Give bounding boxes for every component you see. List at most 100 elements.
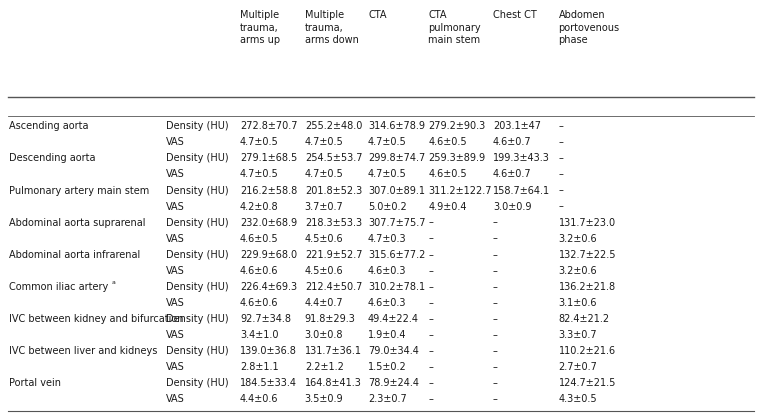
Text: IVC between kidney and bifurcation: IVC between kidney and bifurcation — [9, 314, 184, 324]
Text: 203.1±47: 203.1±47 — [493, 121, 541, 131]
Text: 2.8±1.1: 2.8±1.1 — [240, 362, 279, 372]
Text: 4.6±0.5: 4.6±0.5 — [428, 137, 467, 147]
Text: 4.6±0.5: 4.6±0.5 — [428, 169, 467, 179]
Text: Multiple
trauma,
arms down: Multiple trauma, arms down — [305, 10, 359, 45]
Text: –: – — [428, 314, 433, 324]
Text: 4.6±0.6: 4.6±0.6 — [240, 266, 279, 276]
Text: –: – — [493, 346, 498, 356]
Text: –: – — [428, 249, 433, 260]
Text: 3.5±0.9: 3.5±0.9 — [305, 394, 344, 404]
Text: 4.9±0.4: 4.9±0.4 — [428, 202, 467, 212]
Text: 2.7±0.7: 2.7±0.7 — [559, 362, 597, 372]
Text: VAS: VAS — [166, 137, 185, 147]
Text: 311.2±122.7: 311.2±122.7 — [428, 186, 491, 195]
Text: 199.3±43.3: 199.3±43.3 — [493, 153, 550, 163]
Text: Density (HU): Density (HU) — [166, 121, 229, 131]
Text: 4.7±0.5: 4.7±0.5 — [240, 169, 279, 179]
Text: 212.4±50.7: 212.4±50.7 — [305, 282, 362, 291]
Text: –: – — [493, 314, 498, 324]
Text: –: – — [428, 394, 433, 404]
Text: Ascending aorta: Ascending aorta — [9, 121, 88, 131]
Text: 3.1±0.6: 3.1±0.6 — [559, 298, 597, 308]
Text: 254.5±53.7: 254.5±53.7 — [305, 153, 362, 163]
Text: 91.8±29.3: 91.8±29.3 — [305, 314, 356, 324]
Text: 49.4±22.4: 49.4±22.4 — [368, 314, 419, 324]
Text: 4.6±0.3: 4.6±0.3 — [368, 298, 407, 308]
Text: 4.7±0.3: 4.7±0.3 — [368, 234, 407, 244]
Text: 3.0±0.9: 3.0±0.9 — [493, 202, 532, 212]
Text: VAS: VAS — [166, 169, 185, 179]
Text: 184.5±33.4: 184.5±33.4 — [240, 378, 297, 388]
Text: CTA: CTA — [368, 10, 386, 21]
Text: 4.5±0.6: 4.5±0.6 — [305, 266, 344, 276]
Text: 279.2±90.3: 279.2±90.3 — [428, 121, 485, 131]
Text: –: – — [493, 394, 498, 404]
Text: –: – — [428, 346, 433, 356]
Text: Density (HU): Density (HU) — [166, 378, 229, 388]
Text: Multiple
trauma,
arms up: Multiple trauma, arms up — [240, 10, 280, 45]
Text: Density (HU): Density (HU) — [166, 249, 229, 260]
Text: 4.6±0.5: 4.6±0.5 — [240, 234, 279, 244]
Text: 4.4±0.7: 4.4±0.7 — [305, 298, 344, 308]
Text: 78.9±24.4: 78.9±24.4 — [368, 378, 419, 388]
Text: 4.7±0.5: 4.7±0.5 — [368, 137, 407, 147]
Text: VAS: VAS — [166, 234, 185, 244]
Text: Abdomen
portovenous
phase: Abdomen portovenous phase — [559, 10, 620, 45]
Text: 4.7±0.5: 4.7±0.5 — [305, 169, 344, 179]
Text: –: – — [493, 362, 498, 372]
Text: –: – — [559, 137, 563, 147]
Text: 110.2±21.6: 110.2±21.6 — [559, 346, 616, 356]
Text: 307.0±89.1: 307.0±89.1 — [368, 186, 425, 195]
Text: 124.7±21.5: 124.7±21.5 — [559, 378, 616, 388]
Text: 3.7±0.7: 3.7±0.7 — [305, 202, 344, 212]
Text: VAS: VAS — [166, 266, 185, 276]
Text: 132.7±22.5: 132.7±22.5 — [559, 249, 616, 260]
Text: 139.0±36.8: 139.0±36.8 — [240, 346, 297, 356]
Text: –: – — [428, 298, 433, 308]
Text: –: – — [428, 282, 433, 291]
Text: 1.9±0.4: 1.9±0.4 — [368, 330, 407, 340]
Text: 3.4±1.0: 3.4±1.0 — [240, 330, 279, 340]
Text: 3.0±0.8: 3.0±0.8 — [305, 330, 344, 340]
Text: 272.8±70.7: 272.8±70.7 — [240, 121, 297, 131]
Text: 4.2±0.8: 4.2±0.8 — [240, 202, 279, 212]
Text: –: – — [559, 121, 563, 131]
Text: 3.2±0.6: 3.2±0.6 — [559, 234, 597, 244]
Text: 3.2±0.6: 3.2±0.6 — [559, 266, 597, 276]
Text: Density (HU): Density (HU) — [166, 282, 229, 291]
Text: 299.8±74.7: 299.8±74.7 — [368, 153, 425, 163]
Text: –: – — [493, 282, 498, 291]
Text: 2.2±1.2: 2.2±1.2 — [305, 362, 344, 372]
Text: Portal vein: Portal vein — [9, 378, 61, 388]
Text: 136.2±21.8: 136.2±21.8 — [559, 282, 616, 291]
Text: 307.7±75.7: 307.7±75.7 — [368, 218, 425, 228]
Text: 3.3±0.7: 3.3±0.7 — [559, 330, 597, 340]
Text: 259.3±89.9: 259.3±89.9 — [428, 153, 485, 163]
Text: Chest CT: Chest CT — [493, 10, 536, 21]
Text: –: – — [493, 234, 498, 244]
Text: 131.7±23.0: 131.7±23.0 — [559, 218, 616, 228]
Text: CTA
pulmonary
main stem: CTA pulmonary main stem — [428, 10, 481, 45]
Text: VAS: VAS — [166, 298, 185, 308]
Text: 4.7±0.5: 4.7±0.5 — [240, 137, 279, 147]
Text: 1.5±0.2: 1.5±0.2 — [368, 362, 407, 372]
Text: 79.0±34.4: 79.0±34.4 — [368, 346, 419, 356]
Text: –: – — [559, 202, 563, 212]
Text: 4.3±0.5: 4.3±0.5 — [559, 394, 597, 404]
Text: VAS: VAS — [166, 394, 185, 404]
Text: –: – — [493, 266, 498, 276]
Text: 229.9±68.0: 229.9±68.0 — [240, 249, 297, 260]
Text: Pulmonary artery main stem: Pulmonary artery main stem — [9, 186, 149, 195]
Text: –: – — [428, 362, 433, 372]
Text: –: – — [428, 234, 433, 244]
Text: 315.6±77.2: 315.6±77.2 — [368, 249, 425, 260]
Text: 2.3±0.7: 2.3±0.7 — [368, 394, 407, 404]
Text: –: – — [493, 249, 498, 260]
Text: –: – — [428, 378, 433, 388]
Text: –: – — [428, 266, 433, 276]
Text: –: – — [493, 298, 498, 308]
Text: Density (HU): Density (HU) — [166, 153, 229, 163]
Text: 131.7±36.1: 131.7±36.1 — [305, 346, 362, 356]
Text: 279.1±68.5: 279.1±68.5 — [240, 153, 297, 163]
Text: 201.8±52.3: 201.8±52.3 — [305, 186, 362, 195]
